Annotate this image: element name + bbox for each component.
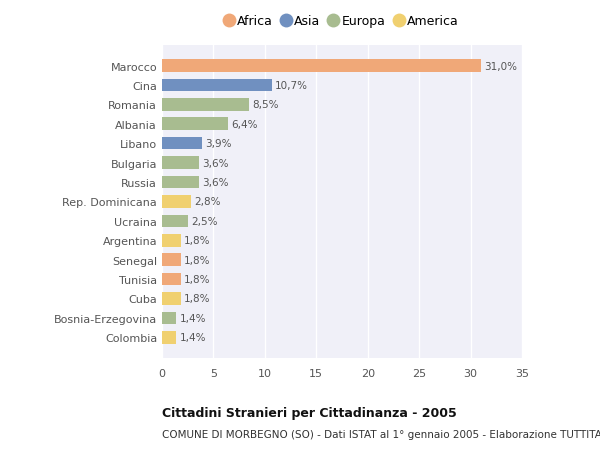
Text: 31,0%: 31,0% <box>484 62 517 71</box>
Text: 1,8%: 1,8% <box>184 294 210 304</box>
Text: 3,9%: 3,9% <box>205 139 232 149</box>
Bar <box>162 196 191 208</box>
Bar <box>162 273 181 286</box>
Text: COMUNE DI MORBEGNO (SO) - Dati ISTAT al 1° gennaio 2005 - Elaborazione TUTTITALI: COMUNE DI MORBEGNO (SO) - Dati ISTAT al … <box>162 429 600 439</box>
Bar <box>162 118 228 131</box>
Bar <box>162 292 181 305</box>
Text: 3,6%: 3,6% <box>202 178 229 188</box>
Text: 8,5%: 8,5% <box>253 100 279 110</box>
Text: 3,6%: 3,6% <box>202 158 229 168</box>
Legend: Africa, Asia, Europa, America: Africa, Asia, Europa, America <box>222 11 462 32</box>
Text: 2,8%: 2,8% <box>194 197 220 207</box>
Text: 1,8%: 1,8% <box>184 255 210 265</box>
Bar <box>162 99 250 112</box>
Text: Cittadini Stranieri per Cittadinanza - 2005: Cittadini Stranieri per Cittadinanza - 2… <box>162 406 457 419</box>
Text: 1,4%: 1,4% <box>179 333 206 342</box>
Bar <box>162 79 272 92</box>
Bar <box>162 312 176 325</box>
Bar <box>162 60 481 73</box>
Bar <box>162 157 199 169</box>
Bar <box>162 215 188 228</box>
Bar <box>162 176 199 189</box>
Text: 10,7%: 10,7% <box>275 81 308 91</box>
Text: 1,8%: 1,8% <box>184 236 210 246</box>
Bar <box>162 138 202 150</box>
Bar <box>162 331 176 344</box>
Text: 6,4%: 6,4% <box>231 119 257 129</box>
Bar <box>162 254 181 266</box>
Bar <box>162 235 181 247</box>
Text: 2,5%: 2,5% <box>191 216 217 226</box>
Text: 1,4%: 1,4% <box>179 313 206 323</box>
Text: 1,8%: 1,8% <box>184 274 210 285</box>
